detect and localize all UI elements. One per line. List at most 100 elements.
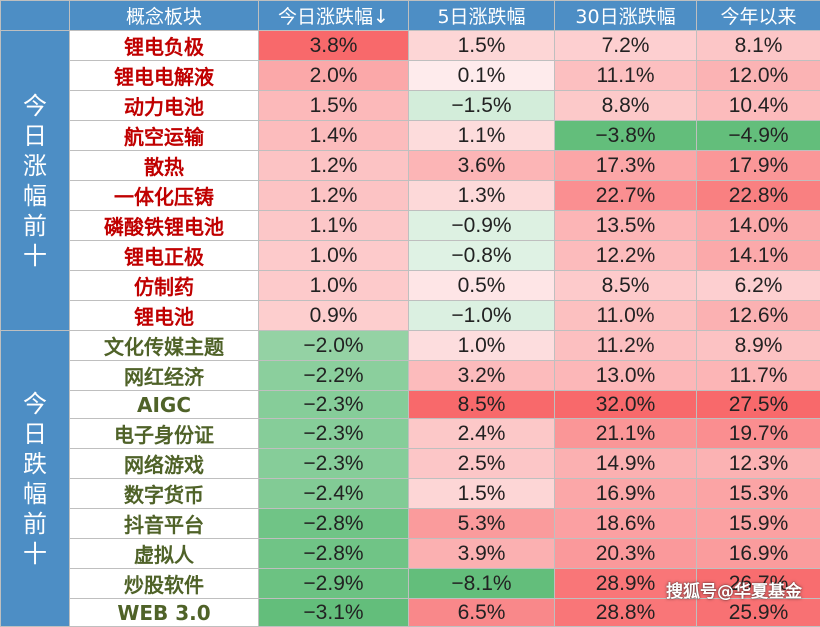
value-cell: 3.6%	[409, 151, 555, 181]
value-cell: 20.3%	[555, 539, 697, 569]
group-label: 今日涨幅前十	[1, 31, 70, 331]
value-cell: −2.0%	[259, 331, 409, 361]
sector-name: 锂电正极	[70, 241, 259, 271]
table-row: 电子身份证−2.3%2.4%21.1%19.7%	[1, 419, 820, 449]
value-cell: 14.1%	[697, 241, 820, 271]
value-cell: −2.4%	[259, 479, 409, 509]
value-cell: −0.8%	[409, 241, 555, 271]
sector-name: 文化传媒主题	[70, 331, 259, 361]
value-cell: 2.0%	[259, 61, 409, 91]
table-row: 今日跌幅前十文化传媒主题−2.0%1.0%11.2%8.9%	[1, 331, 820, 361]
value-cell: 1.5%	[409, 31, 555, 61]
sector-name: 一体化压铸	[70, 181, 259, 211]
value-cell: 11.7%	[697, 361, 820, 391]
sector-name: 电子身份证	[70, 419, 259, 449]
value-cell: 12.2%	[555, 241, 697, 271]
column-header: 今年以来	[697, 1, 820, 31]
sector-name: 炒股软件	[70, 569, 259, 599]
value-cell: 1.4%	[259, 121, 409, 151]
sector-name: 抖音平台	[70, 509, 259, 539]
value-cell: −4.9%	[697, 121, 820, 151]
value-cell: −3.1%	[259, 599, 409, 627]
value-cell: 21.1%	[555, 419, 697, 449]
table-row: 网红经济−2.2%3.2%13.0%11.7%	[1, 361, 820, 391]
value-cell: 1.5%	[259, 91, 409, 121]
value-cell: 8.1%	[697, 31, 820, 61]
table-row: 抖音平台−2.8%5.3%18.6%15.9%	[1, 509, 820, 539]
sector-name: 锂电负极	[70, 31, 259, 61]
column-header: 概念板块	[70, 1, 259, 31]
sector-name: 数字货币	[70, 479, 259, 509]
value-cell: 1.0%	[409, 331, 555, 361]
value-cell: 1.1%	[409, 121, 555, 151]
column-header: 5日涨跌幅	[409, 1, 555, 31]
value-cell: −2.9%	[259, 569, 409, 599]
sector-name: 航空运输	[70, 121, 259, 151]
sector-name: 虚拟人	[70, 539, 259, 569]
table-row: WEB 3.0−3.1%6.5%28.8%25.9%	[1, 599, 820, 627]
value-cell: 8.5%	[555, 271, 697, 301]
sector-name: 锂电电解液	[70, 61, 259, 91]
value-cell: 32.0%	[555, 391, 697, 419]
group-label: 今日跌幅前十	[1, 331, 70, 627]
value-cell: −8.1%	[409, 569, 555, 599]
value-cell: 15.3%	[697, 479, 820, 509]
sector-name: 仿制药	[70, 271, 259, 301]
value-cell: 15.9%	[697, 509, 820, 539]
value-cell: 1.0%	[259, 241, 409, 271]
value-cell: 10.4%	[697, 91, 820, 121]
value-cell: −2.3%	[259, 391, 409, 419]
value-cell: 1.1%	[259, 211, 409, 241]
value-cell: 17.9%	[697, 151, 820, 181]
value-cell: 14.9%	[555, 449, 697, 479]
sector-name: 动力电池	[70, 91, 259, 121]
value-cell: 25.9%	[697, 599, 820, 627]
value-cell: 3.9%	[409, 539, 555, 569]
value-cell: 6.5%	[409, 599, 555, 627]
value-cell: 12.3%	[697, 449, 820, 479]
table-row: 虚拟人−2.8%3.9%20.3%16.9%	[1, 539, 820, 569]
watermark: 搜狐号@华夏基金	[666, 577, 802, 602]
value-cell: 28.8%	[555, 599, 697, 627]
value-cell: 17.3%	[555, 151, 697, 181]
value-cell: 0.9%	[259, 301, 409, 331]
value-cell: −0.9%	[409, 211, 555, 241]
column-header: 30日涨跌幅	[555, 1, 697, 31]
value-cell: 1.2%	[259, 181, 409, 211]
value-cell: 11.2%	[555, 331, 697, 361]
value-cell: 7.2%	[555, 31, 697, 61]
value-cell: 22.7%	[555, 181, 697, 211]
value-cell: 8.9%	[697, 331, 820, 361]
value-cell: 14.0%	[697, 211, 820, 241]
sector-name: 网络游戏	[70, 449, 259, 479]
value-cell: 16.9%	[697, 539, 820, 569]
value-cell: 22.8%	[697, 181, 820, 211]
value-cell: −2.3%	[259, 419, 409, 449]
sector-name: 散热	[70, 151, 259, 181]
value-cell: −1.0%	[409, 301, 555, 331]
value-cell: 3.8%	[259, 31, 409, 61]
value-cell: 1.5%	[409, 479, 555, 509]
sector-name: 网红经济	[70, 361, 259, 391]
value-cell: −3.8%	[555, 121, 697, 151]
column-header: 今日涨跌幅↓	[259, 1, 409, 31]
value-cell: −2.2%	[259, 361, 409, 391]
value-cell: −2.8%	[259, 539, 409, 569]
value-cell: 19.7%	[697, 419, 820, 449]
value-cell: 1.0%	[259, 271, 409, 301]
value-cell: −2.8%	[259, 509, 409, 539]
value-cell: 6.2%	[697, 271, 820, 301]
value-cell: 2.5%	[409, 449, 555, 479]
value-cell: 11.1%	[555, 61, 697, 91]
